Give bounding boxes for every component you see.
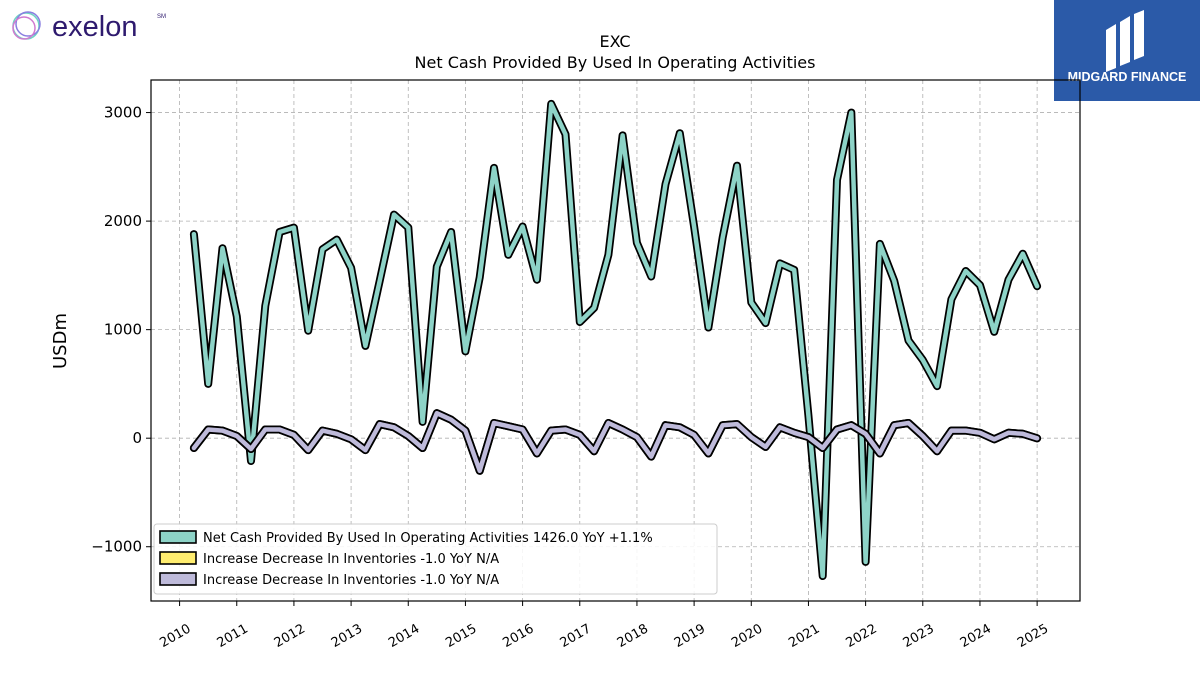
x-tick-label: 2018	[615, 621, 651, 651]
x-tick-label: 2017	[558, 621, 594, 651]
legend-swatch	[159, 530, 197, 544]
series-line	[191, 101, 1040, 579]
legend-label: Increase Decrease In Inventories -1.0 Yo…	[203, 573, 499, 588]
x-tick-label: 2014	[386, 621, 422, 651]
series-line-outline	[189, 409, 1042, 475]
chart-subtitle: Net Cash Provided By Used In Operating A…	[415, 53, 816, 72]
legend-swatch	[159, 572, 197, 586]
x-tick-label: 2015	[443, 621, 479, 651]
y-tick-label: 0	[132, 429, 142, 447]
x-tick-label: 2022	[843, 621, 879, 651]
exelon-mark-icon	[12, 11, 41, 40]
brand-left-mark: SM	[157, 14, 166, 20]
exelon-logo: exelon SM	[6, 4, 176, 48]
legend-box	[153, 523, 718, 595]
series-line	[191, 410, 1040, 474]
brand-right-name: MIDGARD FINANCE	[1068, 70, 1187, 84]
y-tick-label: 1000	[104, 321, 142, 339]
x-tick-label: 2025	[1015, 621, 1051, 651]
x-tick-label: 2016	[500, 621, 536, 651]
x-tick-label: 2019	[672, 621, 708, 651]
y-tick-label: 3000	[104, 104, 142, 122]
legend: Net Cash Provided By Used In Operating A…	[153, 523, 718, 595]
x-tick-label: 2011	[215, 621, 251, 651]
legend-swatch	[159, 551, 197, 565]
x-tick-label: 2021	[786, 621, 822, 651]
x-tick-label: 2010	[157, 621, 193, 651]
midgard-finance-logo: MIDGARD FINANCE	[1054, 0, 1200, 101]
chart-title: EXC	[599, 32, 630, 51]
x-tick-label: 2013	[329, 621, 365, 651]
midgard-m-icon	[1106, 10, 1144, 72]
brand-left-name: exelon	[52, 11, 137, 43]
y-axis-label: USDm	[50, 313, 71, 369]
x-tick-label: 2020	[729, 621, 765, 651]
x-tick-label: 2024	[958, 621, 994, 651]
y-tick-label: 2000	[104, 212, 142, 230]
legend-label: Increase Decrease In Inventories -1.0 Yo…	[203, 552, 499, 567]
plot-frame	[150, 79, 1081, 602]
x-tick-label: 2012	[272, 621, 308, 651]
y-tick-label: −1000	[91, 538, 142, 556]
x-tick-label: 2023	[901, 621, 937, 651]
legend-label: Net Cash Provided By Used In Operating A…	[203, 531, 653, 546]
series-layer	[189, 99, 1042, 580]
